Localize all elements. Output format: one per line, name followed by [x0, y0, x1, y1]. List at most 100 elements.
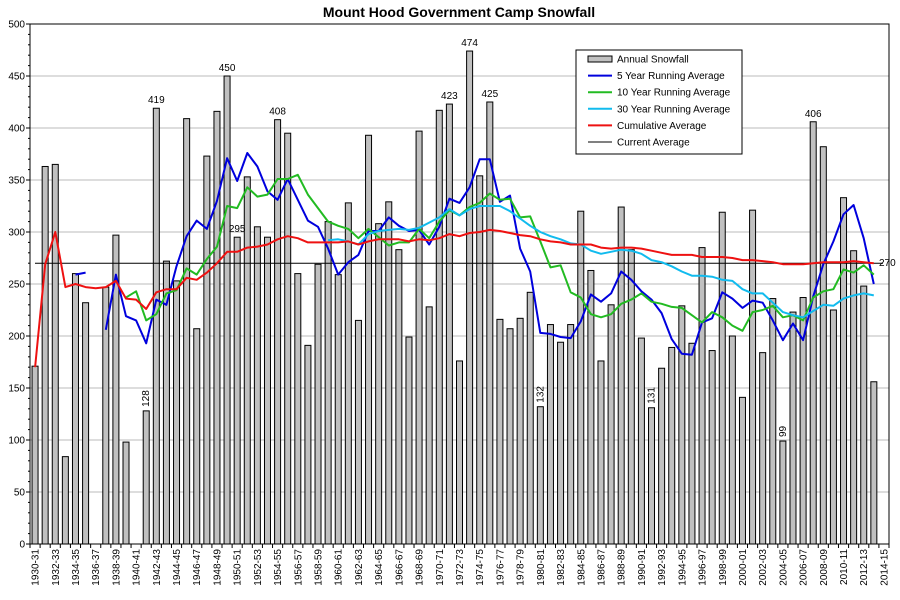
legend-label: 10 Year Running Average	[617, 88, 731, 99]
x-tick-label: 1940-41	[132, 549, 143, 586]
y-tick-label: 300	[8, 228, 25, 239]
x-tick-label: 2006-07	[799, 549, 810, 586]
bar-1957-58	[304, 344, 312, 545]
x-tick-label: 2008-09	[819, 549, 830, 586]
bar-1965-66	[385, 201, 393, 545]
bar-1934-35	[71, 273, 79, 545]
bar-1967-68	[405, 336, 413, 545]
bar-1947-48	[203, 155, 211, 545]
bar-1960-61	[334, 274, 342, 545]
bar-1946-47	[193, 328, 201, 545]
x-tick-label: 1968-69	[415, 549, 426, 586]
data-label: 450	[219, 63, 236, 74]
bar-2010-11	[840, 197, 848, 545]
x-tick-label: 1982-83	[556, 549, 567, 586]
data-label: 128	[141, 390, 152, 407]
x-tick-label: 2014-15	[879, 549, 890, 586]
x-tick-label: 1942-43	[152, 549, 163, 586]
x-tick-label: 1984-85	[576, 549, 587, 586]
bar-1990-91	[637, 337, 645, 545]
bars	[31, 50, 878, 545]
bar-1981-82	[546, 324, 554, 545]
bar-1971-72	[445, 103, 453, 545]
x-tick-label: 1964-65	[374, 549, 385, 586]
x-tick-label: 1990-91	[637, 549, 648, 586]
data-label: 408	[269, 107, 286, 118]
bar-1941-42	[142, 410, 150, 545]
axes: 0 50 100 150 200 250 300 350 400 450 500 1930-31 193…	[8, 20, 890, 586]
10-year-running-average-line	[125, 173, 875, 332]
data-label: 295	[229, 224, 246, 235]
x-tick-label: 1946-47	[192, 549, 203, 586]
bar-1995-96	[688, 342, 696, 545]
bar-1993-94	[668, 346, 676, 545]
x-tick-label: 1972-73	[455, 549, 466, 586]
bar-2007-08	[809, 121, 817, 545]
y-tick-label: 50	[14, 488, 26, 499]
y-tick-label: 400	[8, 124, 25, 135]
bar-1963-64	[365, 134, 373, 545]
x-tick-label: 1936-37	[91, 549, 102, 586]
x-tick-label: 1966-67	[394, 549, 405, 586]
legend-box	[575, 49, 743, 155]
30-year-running-average-line	[328, 205, 874, 319]
data-label: 132	[535, 386, 546, 403]
bar-1968-69	[415, 130, 423, 545]
bar-1930-31	[31, 365, 39, 545]
x-tick-label: 1948-49	[212, 549, 223, 586]
x-tick-label: 2010-11	[839, 549, 850, 585]
bar-2000-01	[738, 396, 746, 545]
bar-1984-85	[577, 210, 585, 545]
x-tick-label: 1944-45	[172, 549, 183, 586]
x-tick-label: 1950-51	[233, 549, 244, 586]
bar-1955-56	[284, 132, 292, 545]
bar-2003-04	[769, 298, 777, 545]
bar-1931-32	[41, 165, 49, 545]
bar-1948-49	[213, 110, 221, 545]
x-tick-label: 1996-97	[698, 549, 709, 586]
x-tick-label: 2012-13	[859, 549, 870, 586]
bar-1982-83	[557, 341, 565, 545]
x-tick-label: 1976-77	[495, 549, 506, 586]
x-tick-label: 1958-59	[314, 549, 325, 586]
y-tick-label: 150	[8, 384, 25, 395]
legend-label: Cumulative Average	[617, 121, 707, 132]
bar-1961-62	[344, 202, 352, 545]
legend-label: Annual Snowfall	[617, 55, 689, 66]
bar-1942-43	[152, 107, 160, 545]
data-label: 425	[481, 89, 498, 100]
bar-1988-89	[617, 206, 625, 545]
x-tick-label: 1970-71	[435, 549, 446, 586]
bar-2004-05	[779, 440, 787, 545]
x-tick-label: 1938-39	[111, 549, 122, 586]
bar-1939-40	[122, 441, 130, 545]
x-tick-label: 1994-95	[677, 549, 688, 586]
bar-1959-60	[324, 221, 332, 545]
x-tick-label: 2000-01	[738, 549, 749, 586]
y-tick-label: 100	[8, 436, 25, 447]
bar-1979-80	[526, 291, 534, 545]
bar-2012-13	[860, 285, 868, 545]
bar-1999-00	[728, 335, 736, 545]
bar-1969-70	[425, 306, 433, 545]
x-tick-label: 1992-93	[657, 549, 668, 586]
bar-1998-99	[718, 211, 726, 545]
bar-1958-59	[314, 263, 322, 545]
y-tick-label: 350	[8, 176, 25, 187]
data-label: 423	[441, 91, 458, 102]
x-tick-label: 1980-81	[536, 549, 547, 586]
bar-1949-50	[223, 75, 231, 545]
x-tick-label: 1934-35	[71, 549, 82, 586]
legend: Annual Snowfall 5 Year Running Average 10 …	[575, 49, 743, 155]
bar-2005-06	[789, 311, 797, 545]
bar-1964-65	[375, 223, 383, 545]
x-tick-label: 1952-53	[253, 549, 264, 586]
bar-1944-45	[173, 280, 181, 545]
bar-1952-53	[253, 226, 261, 545]
data-label: 99	[778, 425, 789, 437]
bar-1991-92	[648, 407, 656, 545]
bar-1980-81	[536, 406, 544, 545]
bar-1962-63	[354, 319, 362, 545]
bar-1986-87	[597, 360, 605, 545]
